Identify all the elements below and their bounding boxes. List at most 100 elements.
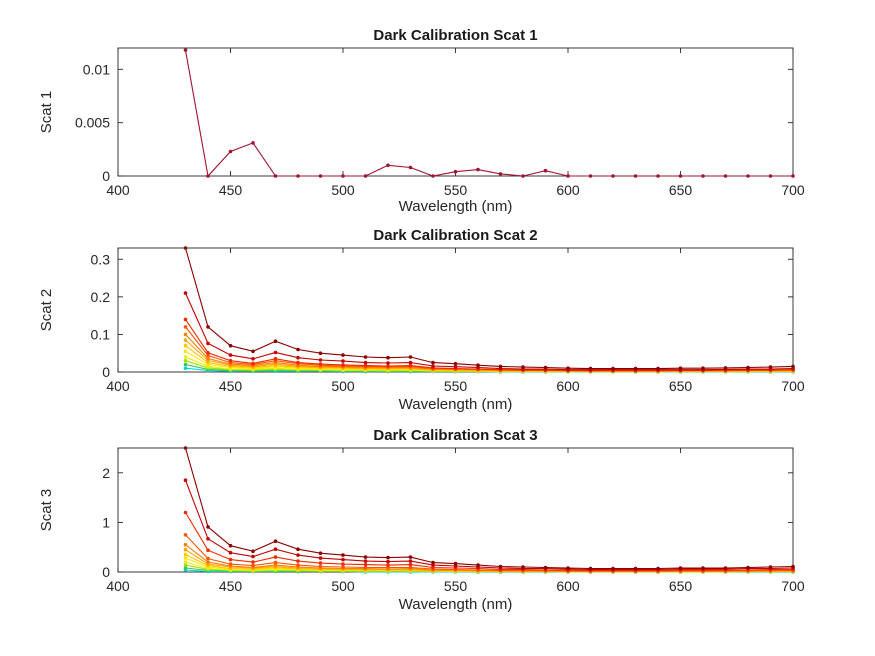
data-point-marker xyxy=(183,355,188,359)
data-point-marker xyxy=(183,317,188,322)
data-point-marker xyxy=(206,351,210,355)
data-point-marker xyxy=(633,174,638,178)
data-point-marker xyxy=(521,565,525,569)
data-point-marker xyxy=(363,555,368,559)
data-point-marker xyxy=(341,353,345,357)
x-tick-label: 400 xyxy=(106,378,130,394)
data-point-marker xyxy=(296,553,300,557)
data-point-marker xyxy=(251,141,255,145)
axes-box xyxy=(117,247,794,373)
data-point-marker xyxy=(183,343,188,348)
y-tick-label: 0.3 xyxy=(91,251,111,267)
data-point-marker xyxy=(386,361,390,365)
data-point-marker xyxy=(386,163,390,168)
data-point-marker xyxy=(498,364,503,369)
y-tick-label: 0 xyxy=(102,564,110,580)
data-point-marker xyxy=(768,174,773,178)
data-point-marker xyxy=(318,351,323,356)
data-point-marker xyxy=(678,366,683,371)
data-point-marker xyxy=(453,364,458,369)
y-tick-label: 2 xyxy=(102,465,110,481)
data-point-marker xyxy=(183,246,188,250)
data-point-marker xyxy=(296,174,300,178)
data-point-marker xyxy=(251,549,255,553)
data-point-marker xyxy=(363,174,368,178)
data-point-marker xyxy=(273,560,278,565)
data-point-marker xyxy=(273,350,278,355)
data-point-marker xyxy=(183,566,188,570)
data-point-marker xyxy=(183,556,188,560)
data-point-marker xyxy=(296,559,300,563)
data-point-marker xyxy=(566,566,570,570)
data-point-marker xyxy=(656,566,660,571)
data-point-marker xyxy=(723,566,728,570)
data-point-marker xyxy=(543,365,548,370)
subplot-2-x-axis-label: Wavelength (nm) xyxy=(398,396,513,413)
data-point-marker xyxy=(363,360,368,365)
data-point-marker xyxy=(251,349,255,354)
data-point-marker xyxy=(611,174,615,178)
data-point-marker xyxy=(296,547,300,551)
data-point-marker xyxy=(206,325,210,329)
axes-box xyxy=(117,47,794,177)
data-point-marker xyxy=(431,563,435,567)
data-point-marker xyxy=(206,341,210,346)
subplot-2-title: Dark Calibration Scat 2 xyxy=(373,227,538,244)
data-point-marker xyxy=(228,353,233,357)
data-point-marker xyxy=(611,566,615,571)
y-tick-label: 0.01 xyxy=(83,61,110,77)
data-point-marker xyxy=(183,478,188,483)
data-point-marker xyxy=(206,525,210,529)
data-point-marker xyxy=(341,363,345,367)
x-tick-label: 400 xyxy=(106,578,130,594)
data-point-marker xyxy=(228,557,233,562)
x-tick-label: 600 xyxy=(556,578,580,594)
data-point-marker xyxy=(408,565,413,570)
data-point-marker xyxy=(386,355,390,360)
axes-box xyxy=(117,447,794,573)
x-tick-label: 400 xyxy=(106,182,130,198)
data-point-marker xyxy=(498,564,503,569)
y-tick-label: 0.1 xyxy=(91,326,111,342)
series-line xyxy=(185,512,793,572)
data-point-marker xyxy=(611,366,615,371)
data-point-marker xyxy=(453,561,458,566)
data-point-marker xyxy=(228,358,233,363)
data-point-marker xyxy=(543,565,548,570)
x-tick-label: 600 xyxy=(556,182,580,198)
series-line xyxy=(184,50,793,178)
data-point-marker xyxy=(678,174,683,178)
data-point-marker xyxy=(183,547,188,552)
series-line xyxy=(185,534,793,572)
data-point-marker xyxy=(408,363,413,368)
data-point-marker xyxy=(273,555,278,559)
data-point-marker xyxy=(251,560,255,564)
data-point-marker xyxy=(386,559,390,564)
x-tick-label: 450 xyxy=(219,378,243,394)
subplot-1-y-axis-label: Scat 1 xyxy=(38,90,55,134)
data-point-marker xyxy=(791,364,795,369)
subplot-3-axes: 400 450 500 550 600 650 700 0 1 2 xyxy=(102,446,805,594)
x-tick-label: 700 xyxy=(781,378,805,394)
data-point-marker xyxy=(273,547,278,551)
data-point-marker xyxy=(341,174,345,178)
data-point-marker xyxy=(183,362,188,367)
data-point-marker xyxy=(588,366,593,371)
data-point-marker xyxy=(476,563,480,567)
data-point-marker xyxy=(386,555,390,560)
data-point-marker xyxy=(318,561,323,565)
x-tick-label: 500 xyxy=(331,578,355,594)
data-point-marker xyxy=(273,339,278,344)
x-tick-label: 450 xyxy=(219,182,243,198)
data-point-marker xyxy=(341,553,345,557)
data-point-marker xyxy=(206,537,210,541)
data-point-marker xyxy=(183,48,188,52)
subplot-1-x-axis-label: Wavelength (nm) xyxy=(398,198,513,215)
data-point-marker xyxy=(566,174,570,178)
data-point-marker xyxy=(408,360,413,365)
data-point-marker xyxy=(206,356,210,361)
y-tick-label: 0.2 xyxy=(91,289,111,305)
data-point-marker xyxy=(656,174,660,178)
